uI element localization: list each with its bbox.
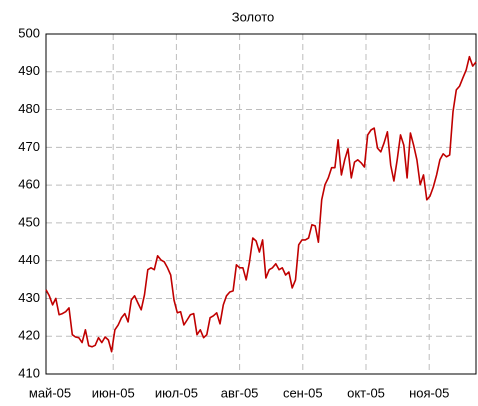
x-tick-label: июн-05	[92, 385, 135, 400]
plot-border	[45, 33, 477, 375]
x-tick-label: май-05	[29, 385, 71, 400]
x-tick-label: ноя-05	[409, 385, 449, 400]
chart-title: Золото	[232, 9, 275, 24]
y-tick-label: 470	[18, 139, 40, 154]
y-tick-label: 490	[18, 63, 40, 78]
y-tick-label: 480	[18, 101, 40, 116]
y-tick-label: 410	[18, 365, 40, 380]
y-tick-label: 430	[18, 290, 40, 305]
y-tick-label: 500	[18, 25, 40, 40]
x-tick-label: окт-05	[347, 385, 385, 400]
x-tick-label: авг-05	[221, 385, 259, 400]
x-tick-label: сен-05	[283, 385, 323, 400]
y-tick-label: 440	[18, 252, 40, 267]
y-tick-label: 420	[18, 328, 40, 343]
x-tick-label: июл-05	[155, 385, 198, 400]
y-tick-label: 450	[18, 214, 40, 229]
price-line	[45, 55, 477, 353]
y-tick-label: 460	[18, 177, 40, 192]
